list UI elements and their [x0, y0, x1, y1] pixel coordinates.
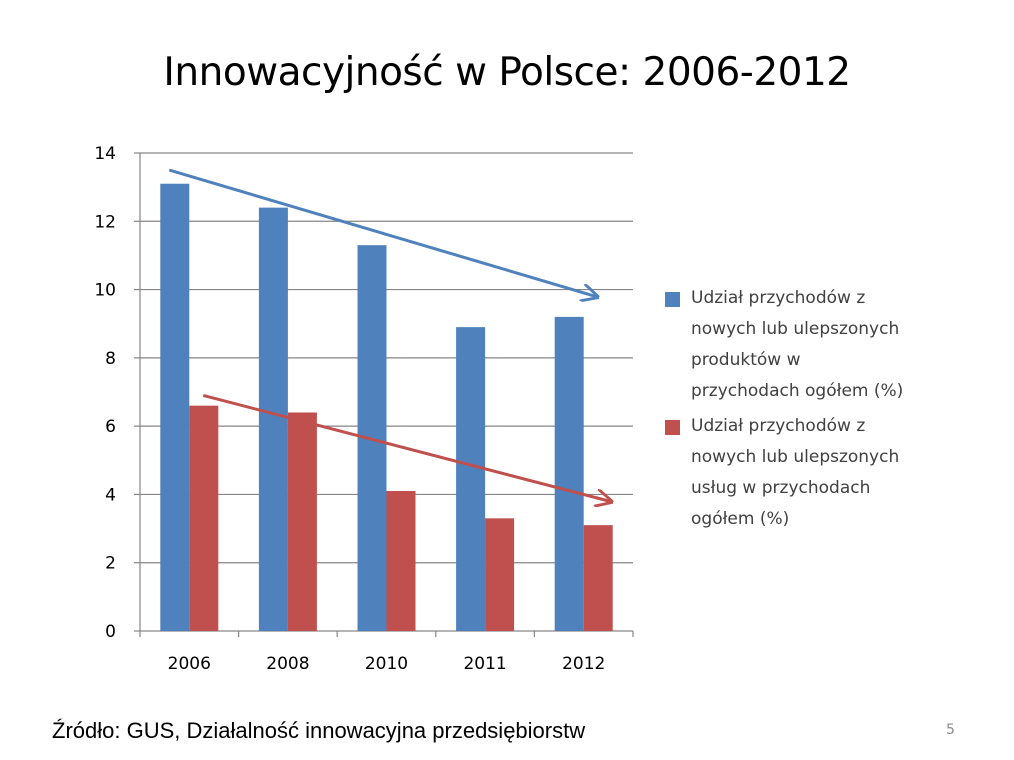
bar-products: [456, 327, 486, 631]
legend-item-services: Udział przychodów z nowych lub ulepszony…: [665, 411, 965, 535]
legend-swatch-services: [665, 420, 680, 435]
legend-label-services: Udział przychodów z nowych lub ulepszony…: [691, 416, 900, 529]
x-tick-label: 2011: [463, 654, 506, 674]
y-tick-label: 2: [105, 554, 116, 574]
chart-legend: Udział przychodów z nowych lub ulepszony…: [665, 283, 965, 539]
bar-products: [160, 183, 190, 631]
bar-products: [554, 316, 584, 631]
legend-label-products: Udział przychodów z nowych lub ulepszony…: [691, 288, 904, 401]
bar-services: [583, 525, 613, 631]
y-tick-label: 12: [94, 212, 116, 232]
legend-item-products: Udział przychodów z nowych lub ulepszony…: [665, 283, 965, 407]
slide-title: Innowacyjność w Polsce: 2006-2012: [163, 50, 851, 95]
x-tick-label: 2010: [365, 654, 408, 674]
bar-chart: 0 2 4 6 8 10 12 14 2006 2008 2010 2011 2012: [94, 144, 634, 674]
x-tick-label: 2008: [266, 654, 309, 674]
trend-arrow-products: [168, 168, 595, 296]
y-tick-label: 8: [105, 349, 116, 369]
y-tick-label: 4: [105, 485, 116, 505]
legend-swatch-products: [665, 292, 680, 307]
y-tick-label: 10: [94, 281, 116, 301]
page-number: 5: [946, 722, 955, 738]
bar-services: [287, 412, 317, 631]
y-tick-label: 14: [94, 144, 116, 164]
source-note: Źródło: GUS, Działalność innowacyjna prz…: [52, 718, 586, 743]
trend-arrow-services: [202, 393, 609, 501]
x-tick-label: 2006: [168, 654, 211, 674]
bar-services: [386, 491, 416, 631]
bar-products: [258, 207, 288, 631]
y-tick-label: 0: [105, 622, 116, 642]
x-tick-label: 2012: [562, 654, 605, 674]
bar-services: [485, 518, 515, 631]
y-tick-label: 6: [105, 417, 116, 437]
bar-services: [189, 405, 219, 631]
